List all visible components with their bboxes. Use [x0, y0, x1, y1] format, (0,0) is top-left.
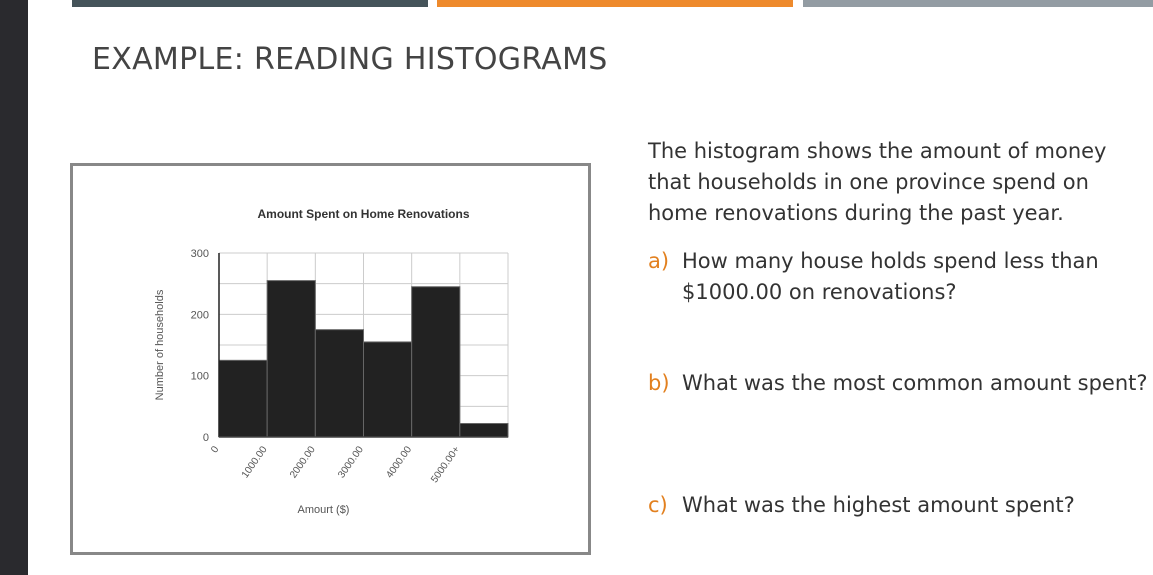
histogram-bar: [218, 359, 268, 438]
slide-title: EXAMPLE: READING HISTOGRAMS: [92, 42, 608, 77]
accent-bar-dark: [72, 0, 428, 7]
question-text: What was the most common amount spent?: [682, 371, 1148, 395]
histogram-frame: Amount Spent on Home Renovations 0 100 200 3…: [70, 163, 591, 555]
question-c: c) What was the highest amount spent?: [648, 490, 1148, 521]
histogram-bar: [459, 423, 509, 438]
question-letter: c): [648, 493, 668, 517]
y-tick-label: 0: [203, 432, 209, 444]
y-tick-label: 300: [191, 248, 209, 260]
y-tick-label: 200: [191, 309, 209, 321]
histogram-bar: [363, 341, 413, 438]
intro-text: The histogram shows the amount of money …: [648, 139, 1107, 225]
x-tick-label: 2000.00: [288, 444, 318, 480]
histogram-bar: [314, 329, 364, 438]
left-edge-strip: [0, 0, 28, 575]
x-tick-label: 5000.00+: [429, 444, 462, 485]
chart-title: Amount Spent on Home Renovations: [257, 207, 469, 221]
question-b: b) What was the most common amount spent?: [648, 368, 1148, 399]
histogram-chart: Amount Spent on Home Renovations 0 100 200 3…: [154, 207, 509, 516]
x-tick-label: 0: [209, 444, 221, 455]
accent-bar-gray: [803, 0, 1153, 7]
x-tick-label: 4000.00: [384, 444, 414, 480]
y-tick-label: 100: [191, 371, 209, 383]
x-axis-label: Amourt ($): [298, 504, 350, 516]
question-a: a) How many house holds spend less than $…: [648, 246, 1148, 308]
y-axis-label: Number of households: [154, 289, 166, 400]
accent-bar-orange: [437, 0, 793, 7]
question-letter: a): [648, 249, 670, 273]
question-text: How many house holds spend less than $10…: [682, 249, 1099, 304]
x-tick-label: 3000.00: [336, 444, 366, 480]
histogram-bar: [411, 286, 461, 438]
question-text: What was the highest amount spent?: [682, 493, 1075, 517]
question-letter: b): [648, 371, 670, 395]
histogram-bar: [266, 280, 316, 438]
x-tick-label: 1000.00: [240, 444, 270, 480]
